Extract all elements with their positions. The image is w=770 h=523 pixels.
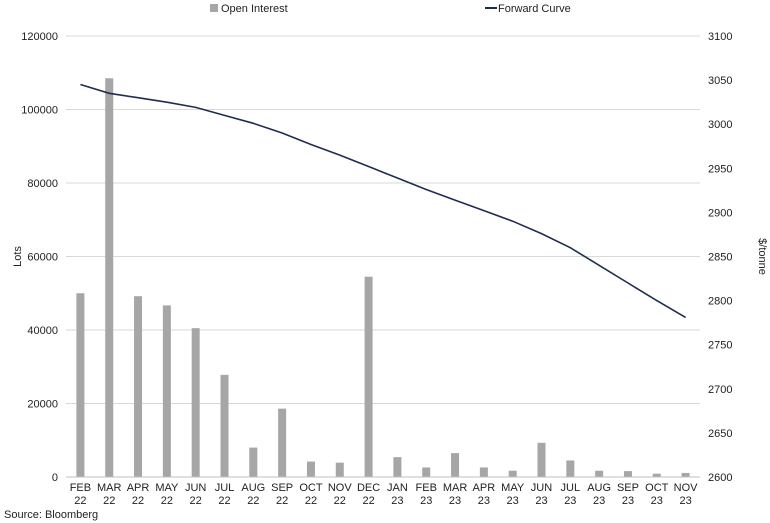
left-tick-label: 80000 bbox=[27, 178, 58, 190]
bar-open-interest bbox=[162, 305, 171, 477]
open-interest-bars bbox=[76, 78, 690, 477]
bar-open-interest bbox=[566, 460, 575, 477]
bar-open-interest bbox=[681, 472, 690, 477]
x-tick-year: 22 bbox=[132, 495, 144, 507]
left-tick-label: 20000 bbox=[27, 399, 58, 411]
right-tick-label: 2600 bbox=[708, 472, 732, 484]
right-tick-label: 2900 bbox=[708, 207, 732, 219]
bar-open-interest bbox=[422, 467, 431, 477]
bar-open-interest bbox=[134, 296, 143, 477]
bar-open-interest bbox=[306, 461, 315, 477]
x-tick-month: SEP bbox=[271, 482, 293, 494]
x-tick-year: 23 bbox=[391, 495, 403, 507]
left-axis-label: Lots bbox=[12, 246, 24, 267]
x-tick-month: FEB bbox=[416, 482, 437, 494]
x-tick-year: 22 bbox=[334, 495, 346, 507]
x-tick-year: 23 bbox=[564, 495, 576, 507]
right-tick-label: 3050 bbox=[708, 75, 732, 87]
x-tick-year: 22 bbox=[362, 495, 374, 507]
right-tick-label: 2850 bbox=[708, 252, 732, 264]
x-axis-ticks: FEB22MAR22APR22MAY22JUN22JUL22AUG22SEP22… bbox=[70, 482, 698, 507]
bar-open-interest bbox=[364, 276, 373, 477]
left-tick-label: 60000 bbox=[27, 252, 58, 264]
bar-open-interest bbox=[278, 408, 287, 477]
right-tick-label: 2750 bbox=[708, 340, 732, 352]
legend-bar-swatch bbox=[210, 4, 218, 12]
legend-forward-curve: Forward Curve bbox=[498, 3, 571, 15]
left-tick-label: 0 bbox=[52, 472, 58, 484]
bar-open-interest bbox=[191, 328, 200, 477]
x-tick-month: SEP bbox=[617, 482, 639, 494]
x-tick-month: JUL bbox=[561, 482, 581, 494]
bar-open-interest bbox=[595, 470, 604, 477]
x-tick-month: MAY bbox=[501, 482, 525, 494]
x-tick-month: JUN bbox=[531, 482, 552, 494]
x-tick-year: 23 bbox=[535, 495, 547, 507]
forward-curve-line bbox=[80, 83, 687, 319]
x-tick-year: 22 bbox=[247, 495, 259, 507]
bar-open-interest bbox=[652, 473, 661, 477]
x-tick-year: 23 bbox=[507, 495, 519, 507]
x-tick-month: NOV bbox=[328, 482, 353, 494]
x-tick-month: DEC bbox=[357, 482, 380, 494]
bar-open-interest bbox=[76, 293, 85, 477]
bar-open-interest bbox=[537, 442, 546, 477]
x-tick-month: NOV bbox=[674, 482, 699, 494]
x-tick-year: 23 bbox=[449, 495, 461, 507]
legend: Open Interest Forward Curve bbox=[210, 3, 571, 15]
bar-open-interest bbox=[393, 457, 402, 477]
bar-open-interest bbox=[105, 78, 114, 477]
x-tick-month: OCT bbox=[299, 482, 323, 494]
x-tick-year: 22 bbox=[190, 495, 202, 507]
x-tick-month: JUN bbox=[185, 482, 206, 494]
legend-open-interest: Open Interest bbox=[221, 3, 288, 15]
gridlines bbox=[66, 35, 700, 404]
x-tick-month: APR bbox=[127, 482, 150, 494]
right-tick-label: 2800 bbox=[708, 296, 732, 308]
x-tick-month: JAN bbox=[387, 482, 408, 494]
right-tick-label: 2950 bbox=[708, 163, 732, 175]
right-axis-ticks: 2600 2650 2700 2750 2800 2850 2900 2950 3000 3050… bbox=[708, 31, 732, 484]
bar-open-interest bbox=[623, 471, 632, 477]
bar-open-interest bbox=[451, 453, 460, 477]
x-tick-month: AUG bbox=[241, 482, 265, 494]
left-tick-label: 40000 bbox=[27, 325, 58, 337]
x-tick-month: MAY bbox=[155, 482, 179, 494]
x-tick-year: 23 bbox=[651, 495, 663, 507]
bar-open-interest bbox=[335, 462, 344, 477]
x-tick-month: MAR bbox=[443, 482, 468, 494]
x-tick-year: 23 bbox=[679, 495, 691, 507]
x-tick-month: MAR bbox=[97, 482, 122, 494]
x-tick-year: 22 bbox=[218, 495, 230, 507]
left-tick-label: 120000 bbox=[21, 31, 58, 43]
x-tick-year: 23 bbox=[622, 495, 634, 507]
x-tick-month: AUG bbox=[587, 482, 611, 494]
x-tick-month: JUL bbox=[215, 482, 235, 494]
x-tick-year: 22 bbox=[74, 495, 86, 507]
bar-open-interest bbox=[249, 447, 258, 477]
x-tick-year: 23 bbox=[593, 495, 605, 507]
x-tick-month: FEB bbox=[70, 482, 91, 494]
x-tick-year: 22 bbox=[276, 495, 288, 507]
right-axis-label: $/tonne bbox=[756, 238, 768, 275]
right-tick-label: 2650 bbox=[708, 428, 732, 440]
x-tick-month: OCT bbox=[645, 482, 669, 494]
bar-open-interest bbox=[220, 374, 229, 477]
x-tick-year: 22 bbox=[305, 495, 317, 507]
x-tick-year: 22 bbox=[103, 495, 115, 507]
x-tick-year: 23 bbox=[478, 495, 490, 507]
right-tick-label: 2700 bbox=[708, 384, 732, 396]
right-tick-label: 3100 bbox=[708, 31, 732, 43]
bar-open-interest bbox=[508, 470, 517, 477]
source-note: Source: Bloomberg bbox=[4, 509, 99, 521]
x-tick-year: 22 bbox=[161, 495, 173, 507]
right-tick-label: 3000 bbox=[708, 119, 732, 131]
bar-open-interest bbox=[479, 467, 488, 477]
x-tick-month: APR bbox=[473, 482, 496, 494]
left-axis-ticks: 0 20000 40000 60000 80000 100000 120000 bbox=[21, 31, 58, 484]
x-tick-year: 23 bbox=[420, 495, 432, 507]
left-tick-label: 100000 bbox=[21, 105, 58, 117]
